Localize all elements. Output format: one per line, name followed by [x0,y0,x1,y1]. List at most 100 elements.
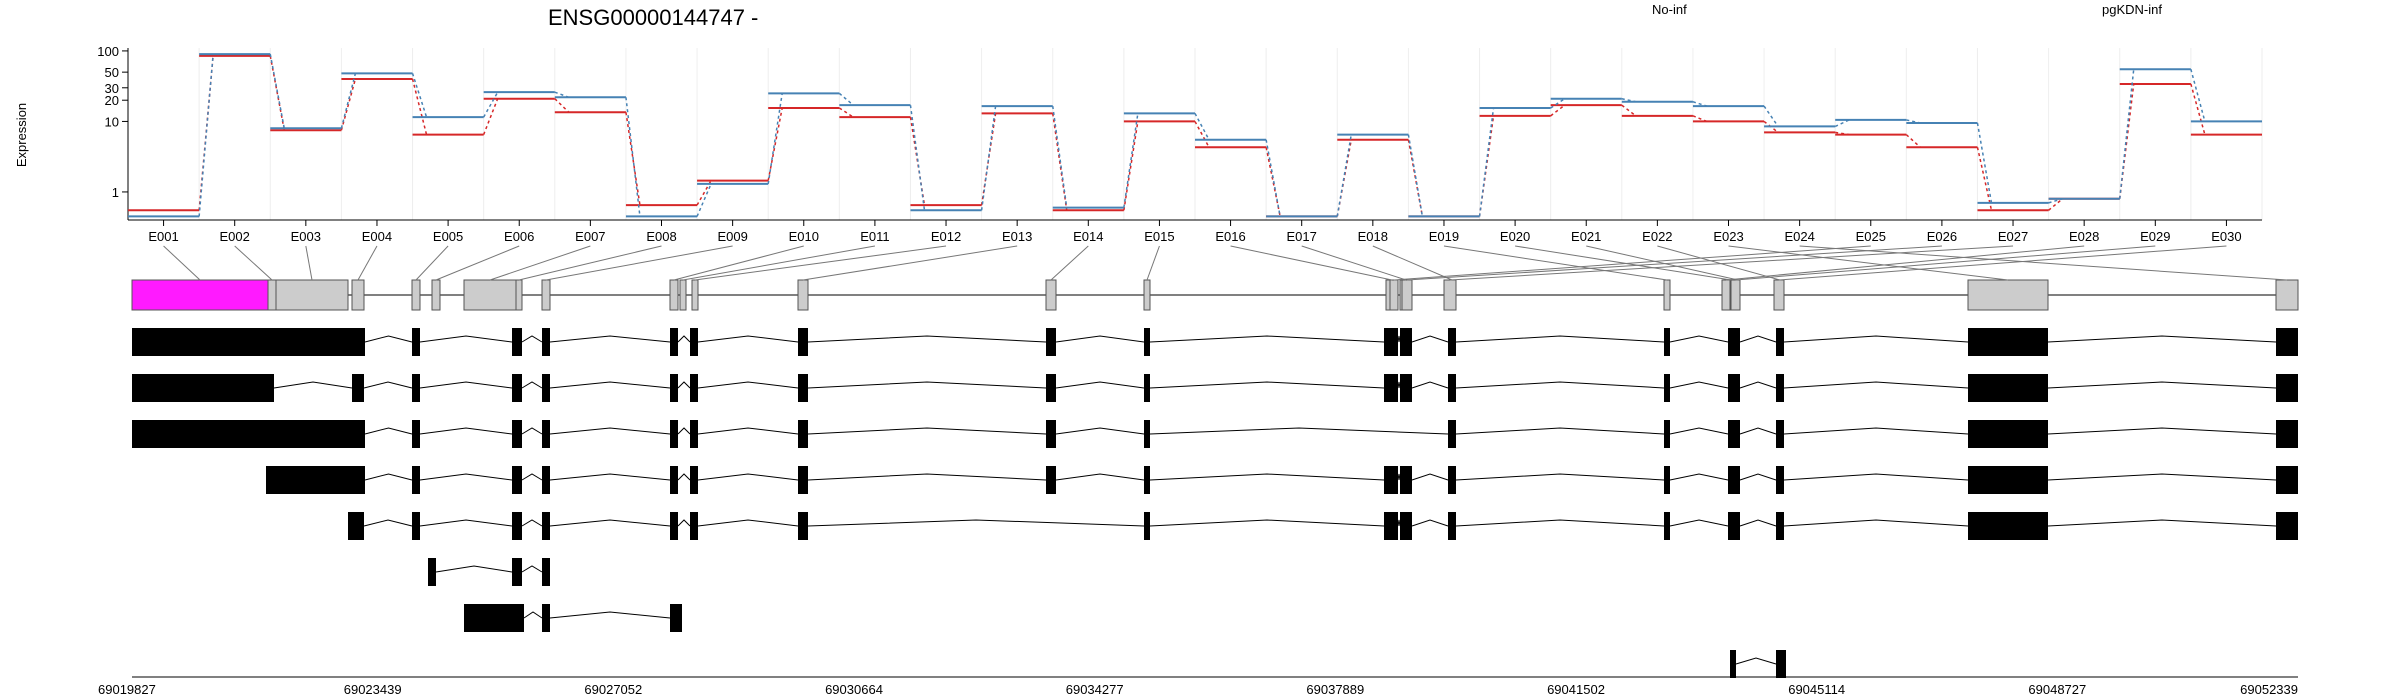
transcript-exon [1776,650,1786,678]
intron-line [1669,427,1729,435]
intron-line [1739,427,1777,435]
transcript-exon [1664,512,1670,540]
exon-box [1730,279,1741,311]
exon-connector [545,245,733,281]
transcript-exon [542,466,550,494]
y-axis-label: Expression [14,103,29,167]
transcript-exon [512,466,522,494]
intron-line [807,381,1047,389]
exon-box [1443,279,1457,311]
exon-box [351,279,365,311]
transcript-exon [1448,374,1456,402]
x-tick-label-e002: E002 [220,229,250,244]
transcript-exon [1664,420,1670,448]
intron-line [1669,381,1729,389]
transcript-exon [1776,420,1784,448]
intron-line [697,427,799,435]
transcript-exon [542,558,550,586]
data-connector [1336,134,1353,217]
transcript-exon [690,512,698,540]
transcript-exon [542,604,550,632]
transcript-exon [690,466,698,494]
exon-box [463,279,517,311]
data-connector [411,78,428,135]
exon-connector [357,245,378,281]
intron-line [521,381,543,389]
data-connector [625,112,641,206]
transcript-exon [542,512,550,540]
genomic-tick-label: 69037889 [1306,682,1364,697]
data-connector [1834,119,1850,128]
transcript-exon [132,374,274,402]
legend-label-pgkdn-inf: pgKDN-inf [2102,2,2162,17]
data-connector [1621,104,1637,117]
intron-line [549,427,671,435]
intron-line [1055,335,1145,343]
exon-box [515,279,523,311]
genomic-tick-label: 69045114 [1788,682,1845,697]
intron-line [2047,519,2277,527]
intron-line [419,473,513,481]
y-tick-label: 20 [105,93,119,108]
data-connector [554,98,570,113]
intron-line [1739,381,1777,389]
transcript-exon [1400,466,1412,494]
data-connector [838,107,854,118]
transcript-exon [1400,374,1412,402]
data-connector [1905,134,1921,148]
transcript-exon [1728,512,1740,540]
exon-box [1401,279,1413,311]
intron-line [2047,427,2277,435]
data-connector [411,73,428,118]
exon-connector [1725,245,2085,281]
transcript-exon [1144,512,1150,540]
intron-line [1739,335,1777,343]
intron-line [807,519,1145,527]
transcript-exon [1728,466,1740,494]
intron-line [1669,519,1729,527]
exon-connector [489,245,591,281]
data-connector [1194,121,1210,148]
transcript-exon [1664,374,1670,402]
exon-box [267,279,277,311]
transcript-7 [464,604,682,632]
x-tick-label-e014: E014 [1073,229,1103,244]
transcript-exon [1968,466,2048,494]
exon-connector [1406,245,1942,281]
y-tick-label: 10 [105,114,119,129]
intron-line [549,611,671,619]
intron-line [2047,473,2277,481]
transcript-exon [670,420,678,448]
data-connector [625,97,641,217]
intron-line [1455,381,1665,389]
exon-box [1389,279,1399,311]
intron-line [697,473,799,481]
intron-line [419,381,513,389]
data-connector [483,91,499,118]
x-tick-label-e009: E009 [717,229,747,244]
transcript-exon [542,420,550,448]
transcript-exon [1400,328,1412,356]
transcript-exon [1664,466,1670,494]
exon-connector [1778,245,2227,281]
x-tick-label-e016: E016 [1215,229,1245,244]
transcript-exon [1968,328,2048,356]
transcript-exon [512,420,522,448]
intron-line [1411,473,1449,481]
exon-connector [1443,245,1668,281]
transcript-exon [412,466,420,494]
x-tick-label-e015: E015 [1144,229,1174,244]
intron-line [364,473,413,481]
transcript-exon [1776,512,1784,540]
intron-line [677,473,691,481]
intron-line [807,335,1047,343]
intron-line [523,611,543,619]
data-connector [1478,107,1495,217]
transcript-exon [690,374,698,402]
intron-line [1055,427,1145,435]
intron-line [697,381,799,389]
intron-line [1455,427,1665,435]
transcript-exon [1144,420,1150,448]
exon-connector [1799,245,2288,281]
x-tick-label-e022: E022 [1642,229,1672,244]
